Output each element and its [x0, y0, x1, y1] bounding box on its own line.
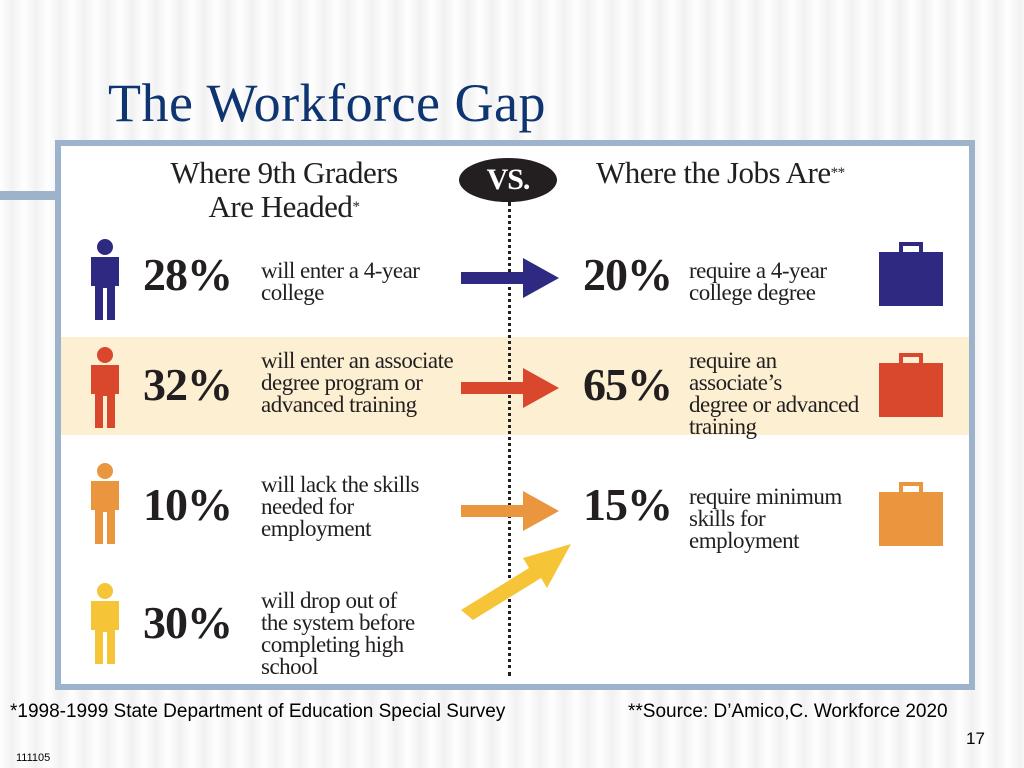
- desc-line: the system before: [261, 610, 415, 635]
- person-icon-associate: [91, 347, 119, 428]
- desc-line: will lack the skills: [261, 472, 420, 497]
- left-heading-line2: Are Headed: [208, 189, 353, 224]
- right-percent-minimum-skills: 15%: [583, 479, 673, 530]
- briefcase-icon-minimum-skills: [879, 482, 943, 546]
- desc-line: skills for: [689, 506, 766, 531]
- left-heading-line2-wrap: Are Headed*: [139, 190, 429, 224]
- briefcase-icon-associate: [879, 353, 943, 417]
- desc-line: school: [261, 654, 319, 679]
- left-heading-mark: *: [352, 199, 360, 215]
- vs-divider-line: [508, 202, 511, 676]
- footnote-workforce-source: **Source: D’Amico,C. Workforce 2020: [628, 701, 948, 722]
- desc-line: needed for: [261, 494, 354, 519]
- desc-line: advanced training: [261, 392, 417, 417]
- right-column-heading: Where the Jobs Are**: [596, 156, 845, 190]
- left-percent-dropout: 30%: [143, 597, 233, 648]
- briefcase-icon-college: [879, 242, 943, 306]
- desc-line: degree or advanced: [689, 392, 859, 417]
- right-desc-college: require a 4-year college degree: [689, 258, 869, 305]
- right-heading-mark: **: [830, 165, 846, 181]
- left-percent-minimum-skills: 10%: [143, 479, 233, 530]
- desc-line: college: [261, 280, 324, 305]
- desc-line: degree program or: [261, 370, 423, 395]
- arrow-icon-college: [461, 258, 559, 298]
- left-desc-college: will enter a 4-year college: [261, 258, 461, 305]
- footnote-survey-source: *1998-1999 State Department of Education…: [10, 701, 506, 722]
- right-percent-college: 20%: [583, 249, 673, 300]
- vs-badge: VS.: [459, 158, 557, 202]
- desc-line: will drop out of: [261, 588, 397, 613]
- desc-line: require minimum: [689, 484, 842, 509]
- desc-line: will enter a 4-year: [261, 258, 420, 283]
- person-icon-minimum-skills: [91, 463, 119, 544]
- left-heading-line1: Where 9th Graders: [170, 155, 398, 190]
- left-column-heading: Where 9th Graders Are Headed*: [139, 156, 429, 224]
- desc-line: college degree: [689, 280, 816, 305]
- left-desc-dropout: will drop out of the system before compl…: [261, 588, 461, 679]
- slide-code: 111105: [16, 752, 51, 764]
- person-icon-dropout: [91, 583, 119, 664]
- workforce-gap-diagram: Where 9th Graders Are Headed* VS. Where …: [55, 140, 975, 690]
- right-percent-associate: 65%: [583, 359, 673, 410]
- person-icon-college: [91, 239, 119, 320]
- desc-line: require a 4-year: [689, 258, 827, 283]
- arrow-icon-associate: [461, 368, 559, 408]
- desc-line: training: [689, 414, 757, 439]
- desc-line: require an associate’s: [689, 348, 782, 395]
- decorative-side-bar: [0, 191, 60, 200]
- desc-line: employment: [261, 516, 371, 541]
- left-desc-minimum-skills: will lack the skills needed for employme…: [261, 472, 461, 541]
- left-desc-associate: will enter an associate degree program o…: [261, 348, 461, 417]
- desc-line: will enter an associate: [261, 348, 454, 373]
- page-number: 17: [966, 729, 985, 748]
- right-desc-minimum-skills: require minimum skills for employment: [689, 484, 869, 553]
- diagonal-arrow-icon-dropout: [461, 544, 571, 620]
- slide-title: The Workforce Gap: [108, 73, 546, 133]
- right-heading-text: Where the Jobs Are: [596, 155, 831, 190]
- arrow-icon-minimum-skills: [461, 491, 559, 531]
- left-percent-associate: 32%: [143, 359, 233, 410]
- desc-line: employment: [689, 528, 799, 553]
- left-percent-college: 28%: [143, 249, 233, 300]
- right-desc-associate: require an associate’s degree or advance…: [689, 348, 869, 439]
- desc-line: completing high: [261, 632, 404, 657]
